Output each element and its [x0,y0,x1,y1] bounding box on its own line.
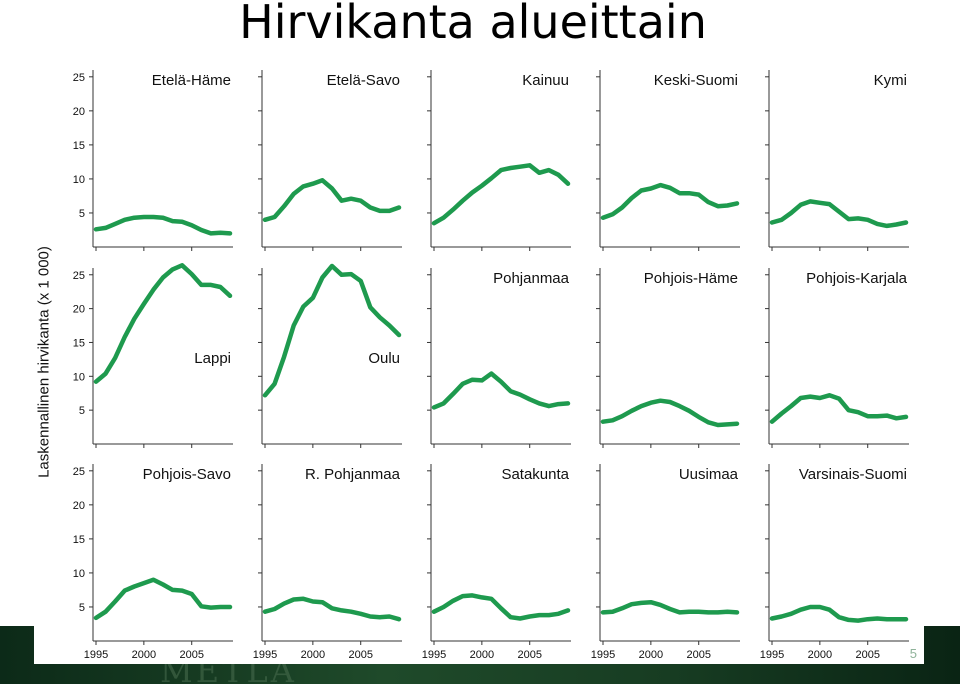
series-line [772,201,906,226]
series-line [434,374,568,408]
series-line [603,602,737,612]
x-tick-label: 1995 [84,649,108,661]
x-tick-label: 2005 [179,649,203,661]
series-line [434,165,568,223]
series-line [96,217,230,233]
y-tick-label: 15 [73,534,85,546]
x-tick-label: 2000 [132,649,156,661]
series-line [96,580,230,618]
panel-title: Satakunta [501,466,569,483]
x-tick-label: 2000 [639,649,663,661]
y-tick-label: 15 [73,337,85,349]
panel-title: Oulu [368,350,400,367]
panel-title: Uusimaa [679,466,739,483]
series-line [603,401,737,425]
panel-title: R. Pohjanmaa [305,466,401,483]
x-tick-label: 1995 [422,649,446,661]
series-line [434,595,568,618]
panel-title: Kymi [874,72,907,89]
y-tick-label: 5 [79,405,85,417]
y-tick-label: 15 [73,140,85,152]
y-tick-label: 20 [73,500,85,512]
panel-title: Pohjois-Karjala [806,270,908,287]
x-tick-label: 2005 [348,649,372,661]
x-tick-label: 2000 [301,649,325,661]
panel-title: Etelä-Häme [152,72,231,89]
x-tick-label: 2000 [470,649,494,661]
page-number: 5 [910,646,917,661]
y-tick-label: 10 [73,568,85,580]
y-tick-label: 10 [73,174,85,186]
y-tick-label: 25 [73,466,85,478]
x-tick-label: 2005 [855,649,879,661]
series-line [772,395,906,421]
panel-title: Lappi [194,350,231,367]
panel-title: Pohjois-Savo [143,466,231,483]
y-tick-label: 5 [79,602,85,614]
x-tick-label: 1995 [591,649,615,661]
y-tick-label: 20 [73,304,85,316]
x-tick-label: 1995 [760,649,784,661]
panel-title: Etelä-Savo [327,72,400,89]
y-tick-label: 5 [79,208,85,220]
x-tick-label: 2005 [517,649,541,661]
series-line [265,599,399,619]
y-tick-label: 10 [73,371,85,383]
series-line [603,185,737,218]
x-tick-label: 1995 [253,649,277,661]
series-line [265,180,399,220]
panel-title: Pohjanmaa [493,270,570,287]
y-tick-label: 25 [73,72,85,84]
panel-title: Varsinais-Suomi [799,466,907,483]
series-line [772,607,906,621]
panel-title: Kainuu [522,72,569,89]
panel-title: Pohjois-Häme [644,270,738,287]
x-tick-label: 2005 [686,649,710,661]
y-tick-label: 25 [73,270,85,282]
series-line [265,266,399,395]
x-tick-label: 2000 [808,649,832,661]
panel-title: Keski-Suomi [654,72,738,89]
y-tick-label: 20 [73,106,85,118]
